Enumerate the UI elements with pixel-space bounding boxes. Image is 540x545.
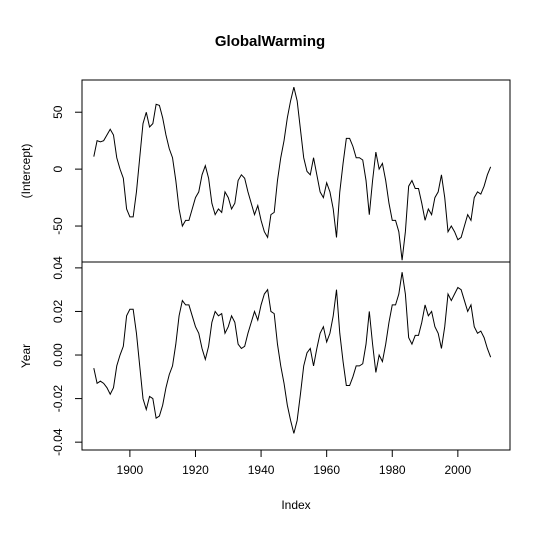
data-line [93, 87, 492, 261]
x-tick-label: 1960 [313, 463, 340, 477]
y-tick-label: -50 [51, 217, 65, 235]
x-tick-label: 1940 [248, 463, 275, 477]
x-tick-label: 1900 [117, 463, 144, 477]
x-tick-label: 1920 [182, 463, 209, 477]
y-tick-label: 0.02 [51, 299, 65, 323]
y-axis-title: (Intercept) [19, 144, 33, 199]
x-tick-label: 1980 [379, 463, 406, 477]
y-tick-label: 0.00 [51, 343, 65, 367]
data-line [93, 272, 492, 434]
y-tick-label: -0.04 [51, 428, 65, 456]
chart-title: GlobalWarming [215, 33, 325, 50]
panel-frame [81, 79, 511, 263]
y-tick-label: 0.04 [51, 256, 65, 280]
x-tick-label: 2000 [445, 463, 472, 477]
y-axis-title: Year [19, 344, 33, 368]
panel-frame [81, 261, 511, 451]
x-axis-title: Index [281, 498, 310, 512]
y-tick-label: 0 [51, 165, 65, 172]
y-tick-label: -0.02 [51, 385, 65, 413]
y-tick-label: 50 [51, 105, 65, 119]
